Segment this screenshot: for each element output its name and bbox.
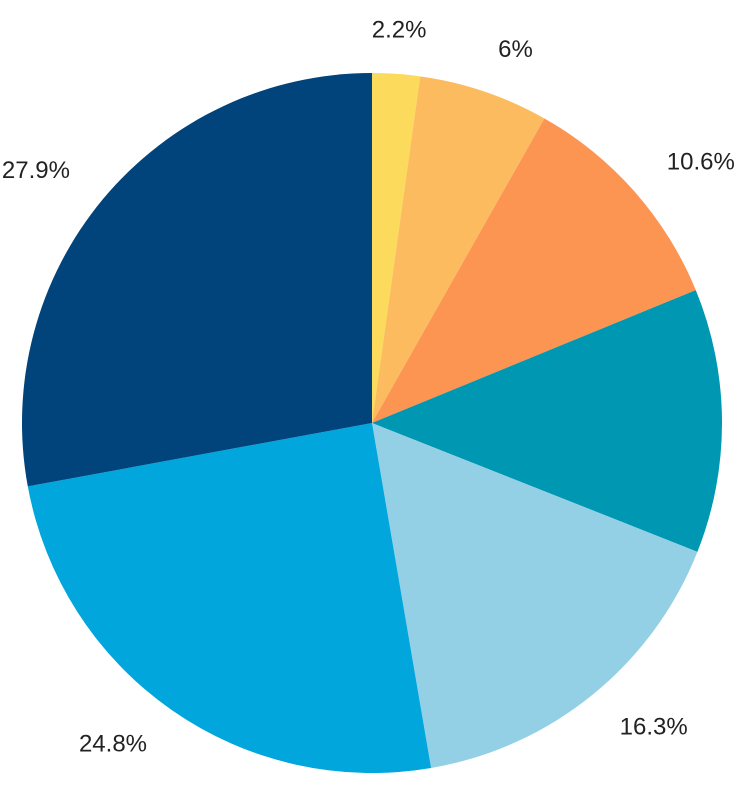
pie-slice-label: 6%: [498, 36, 533, 63]
pie-labels: 2.2%6%10.6%12.2%16.3%24.8%27.9%: [2, 16, 735, 758]
pie-slice: [372, 118, 696, 423]
pie-slice-label: 27.9%: [2, 157, 70, 184]
pie-slice-label: 16.3%: [620, 714, 688, 741]
pie-slice: [372, 423, 698, 768]
pie-slice: [372, 73, 421, 423]
pie-slice-label: 10.6%: [667, 148, 735, 175]
pie-slice: [372, 76, 545, 423]
pie-slice-label: 2.2%: [372, 16, 427, 43]
pie-slices: [21, 73, 722, 774]
pie-slice: [372, 290, 722, 552]
pie-slice: [27, 423, 432, 774]
pie-slice-label: 24.8%: [79, 731, 147, 758]
pie-slice: [21, 73, 373, 487]
